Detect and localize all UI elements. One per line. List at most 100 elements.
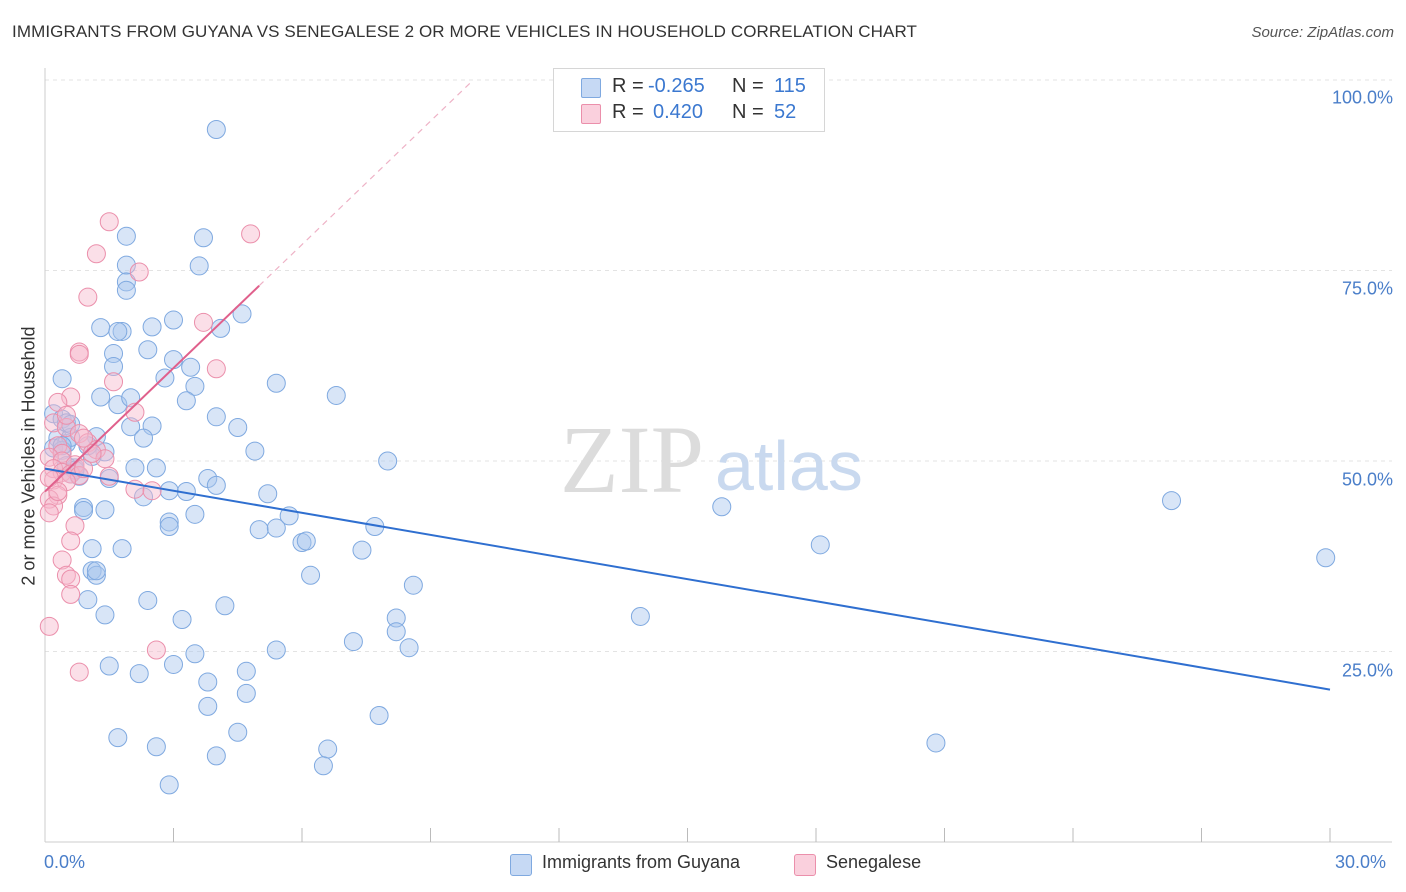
legend-r-label: R = <box>612 75 644 97</box>
point-guyana <box>104 344 124 364</box>
point-guyana <box>206 475 226 495</box>
source-label: Source: ZipAtlas.com <box>1251 24 1394 41</box>
point-guyana <box>108 321 128 341</box>
trend-line-senegalese <box>44 285 260 493</box>
point-guyana <box>95 500 115 520</box>
point-guyana <box>266 640 286 660</box>
point-guyana <box>1316 548 1336 568</box>
point-guyana <box>78 590 98 610</box>
point-senegalese <box>142 481 162 501</box>
point-senegalese <box>69 662 89 682</box>
point-guyana <box>266 373 286 393</box>
point-guyana <box>630 606 650 626</box>
point-guyana <box>52 436 72 456</box>
point-guyana <box>91 387 111 407</box>
point-guyana <box>399 638 419 658</box>
point-senegalese <box>61 584 81 604</box>
point-guyana <box>185 644 205 664</box>
point-guyana <box>181 357 201 377</box>
point-guyana <box>236 661 256 681</box>
y-tick-label: 100.0% <box>1331 87 1393 108</box>
point-guyana <box>386 608 406 628</box>
legend-swatch-guyana <box>581 78 601 98</box>
correlation-legend: R = -0.265 N = 115 R = 0.420 N = 52 <box>553 68 825 132</box>
point-senegalese <box>48 481 68 501</box>
point-guyana <box>176 391 196 411</box>
bottom-legend-label: Senegalese <box>826 852 922 872</box>
x-tick-label-min: 0.0% <box>44 852 86 872</box>
point-guyana <box>313 756 333 776</box>
point-guyana <box>318 739 338 759</box>
legend-n-label: N = <box>732 75 764 97</box>
point-guyana <box>236 683 256 703</box>
point-guyana <box>86 561 106 581</box>
trend-line-guyana <box>44 467 1331 691</box>
point-guyana <box>164 654 183 674</box>
y-tick-label: 25.0% <box>1341 660 1393 681</box>
point-senegalese <box>52 443 72 463</box>
point-guyana <box>164 350 183 370</box>
point-senegalese <box>39 616 59 636</box>
point-guyana <box>125 458 145 478</box>
gridlines <box>45 79 1392 652</box>
point-guyana <box>121 388 141 408</box>
point-guyana <box>95 605 115 625</box>
point-guyana <box>52 369 72 389</box>
point-guyana <box>116 226 136 246</box>
point-guyana <box>249 520 269 540</box>
point-guyana <box>172 609 192 629</box>
watermark-atlas: atlas <box>715 427 863 505</box>
point-guyana <box>112 539 132 559</box>
point-guyana <box>403 575 423 595</box>
point-guyana <box>104 357 124 377</box>
point-senegalese <box>65 516 85 536</box>
point-guyana <box>245 441 265 461</box>
point-senegalese <box>69 344 89 364</box>
point-guyana <box>108 728 128 748</box>
point-guyana <box>301 565 321 585</box>
watermark-zip: ZIP <box>560 406 704 513</box>
point-senegalese <box>99 212 119 232</box>
point-guyana <box>386 622 406 642</box>
point-guyana <box>99 656 119 676</box>
point-guyana <box>369 706 389 726</box>
point-guyana <box>164 310 183 330</box>
point-guyana <box>159 512 179 532</box>
y-tick-label: 50.0% <box>1341 469 1393 490</box>
point-senegalese <box>74 428 94 448</box>
point-guyana <box>159 517 179 537</box>
point-senegalese <box>61 569 81 589</box>
point-guyana <box>352 540 372 560</box>
chart-title: IMMIGRANTS FROM GUYANA VS SENEGALESE 2 O… <box>12 22 918 41</box>
point-guyana <box>206 746 226 766</box>
legend-n-value: 52 <box>774 101 797 123</box>
watermark: ZIP atlas <box>560 406 863 513</box>
point-guyana <box>343 632 363 652</box>
bottom-legend-swatch-guyana <box>510 854 532 876</box>
point-guyana <box>266 518 286 538</box>
point-guyana <box>211 318 231 338</box>
bottom-legend-swatch-senegalese <box>794 854 816 876</box>
point-senegalese <box>241 224 261 244</box>
legend-r-label: R = <box>612 101 644 123</box>
point-guyana <box>206 407 226 427</box>
bottom-legend-guyana: Immigrants from Guyana <box>510 852 740 876</box>
point-senegalese <box>193 312 213 332</box>
point-guyana <box>155 368 175 388</box>
point-guyana <box>138 590 158 610</box>
point-guyana <box>206 120 226 140</box>
bottom-legend-label: Immigrants from Guyana <box>542 852 741 872</box>
point-guyana <box>86 565 106 585</box>
point-senegalese <box>61 387 81 407</box>
point-senegalese <box>39 447 59 467</box>
point-guyana <box>1162 491 1182 511</box>
point-guyana <box>138 340 158 360</box>
y-axis-label: 2 or more Vehicles in Household <box>18 326 39 586</box>
point-guyana <box>228 417 248 437</box>
point-guyana <box>296 531 316 551</box>
point-guyana <box>232 304 252 324</box>
point-guyana <box>712 497 732 517</box>
point-guyana <box>198 696 218 716</box>
trend-lines <box>44 79 1331 691</box>
